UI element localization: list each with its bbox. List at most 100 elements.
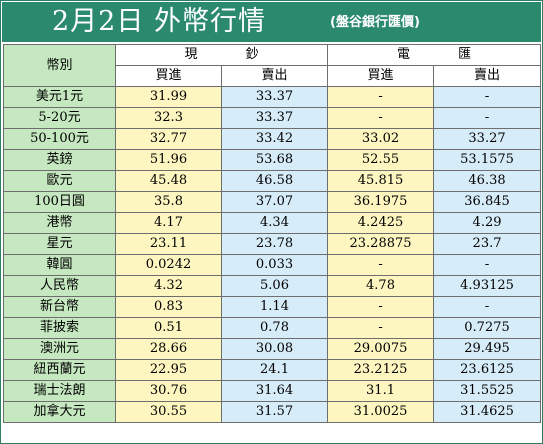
tt-sell-value: 23.6125 xyxy=(433,359,542,381)
currency-name: 港幣 xyxy=(3,212,116,234)
tt-buy-value: 23.2125 xyxy=(327,359,435,381)
cash-buy-value: 51.96 xyxy=(115,149,222,171)
currency-name: 100日圓 xyxy=(3,191,116,213)
currency-name: 菲披索 xyxy=(3,317,116,339)
cash-sell-header: 賣出 xyxy=(220,65,329,87)
table-row: 澳洲元 28.66 30.08 29.0075 29.495 xyxy=(3,338,542,360)
cash-sell-value: 31.57 xyxy=(220,401,329,423)
tt-sell-value: 53.1575 xyxy=(433,149,542,171)
header-row-sub: 買進 賣出 買進 賣出 xyxy=(4,65,542,87)
cash-buy-value: 0.51 xyxy=(115,317,222,339)
table-row: 5-20元 32.3 33.37- - xyxy=(3,107,542,129)
tt-sell-value: 0.7275 xyxy=(433,317,542,339)
currency-name: 50-100元 xyxy=(3,128,116,150)
cash-sell-value: 33.42 xyxy=(220,128,329,150)
tt-buy-value: 31.1 xyxy=(327,380,435,402)
table-row: 瑞士法朗 30.76 31.64 31.1 31.5525 xyxy=(3,380,542,402)
table-row: 港幣 4.17 4.34 4.2425 4.29 xyxy=(3,212,542,234)
header-row-groups: 幣別 現 鈔 電 匯 xyxy=(3,44,542,87)
tt-buy-value: 45.815 xyxy=(327,170,435,192)
cash-sell-value: 24.1 xyxy=(220,359,329,381)
cash-buy-value: 22.95 xyxy=(115,359,222,381)
tt-buy-value: - xyxy=(327,254,435,276)
cash-sell-value: 4.34 xyxy=(220,212,329,234)
currency-name: 瑞士法朗 xyxy=(3,380,116,402)
cash-buy-value: 32.3 xyxy=(115,107,222,129)
table-row: 韓圓 0.0242 0.033- - xyxy=(3,254,542,276)
cash-sell-value: 5.06 xyxy=(220,275,329,297)
cash-buy-header: 買進 xyxy=(115,65,222,87)
cash-buy-value: 23.11 xyxy=(115,233,222,255)
table-row: 100日圓 35.8 37.07 36.1975 36.845 xyxy=(3,191,542,213)
cash-buy-value: 32.77 xyxy=(115,128,222,150)
tt-buy-header: 買進 xyxy=(327,65,435,87)
cash-sell-value: 1.14 xyxy=(220,296,329,318)
table-row: 美元1元 31.99 33.37- - xyxy=(3,86,542,108)
title-bar: 2月2日 外幣行情 (盤谷銀行匯價) xyxy=(2,2,541,42)
cash-buy-value: 30.55 xyxy=(115,401,222,423)
table-row: 歐元 45.48 46.58 45.815 46.38 xyxy=(3,170,542,192)
currency-name: 澳洲元 xyxy=(3,338,116,360)
cash-buy-value: 45.48 xyxy=(115,170,222,192)
tt-buy-value: 4.2425 xyxy=(327,212,435,234)
cash-buy-value: 31.99 xyxy=(115,86,222,108)
cash-header: 現 鈔 xyxy=(114,44,329,66)
cash-sell-value: 0.033 xyxy=(220,254,329,276)
currency-name: 新台幣 xyxy=(3,296,116,318)
currency-name: 英鎊 xyxy=(3,149,116,171)
tt-sell-value: 23.7 xyxy=(433,233,542,255)
tt-sell-value: 36.845 xyxy=(433,191,542,213)
currency-name: 韓圓 xyxy=(3,254,116,276)
cash-sell-value: 53.68 xyxy=(220,149,329,171)
tt-buy-value: 31.0025 xyxy=(327,401,435,423)
cash-sell-value: 31.64 xyxy=(220,380,329,402)
currency-name: 星元 xyxy=(3,233,116,255)
tt-sell-value: 31.5525 xyxy=(433,380,542,402)
tt-sell-value: - xyxy=(433,254,542,276)
cash-buy-value: 0.83 xyxy=(115,296,222,318)
tt-sell-value: 33.27 xyxy=(433,128,542,150)
tt-buy-value: 29.0075 xyxy=(327,338,435,360)
table-row: 人民幣 4.32 5.06 4.78 4.93125 xyxy=(3,275,542,297)
table-row: 加拿大元 30.55 31.57 31.0025 31.4625 xyxy=(3,401,542,423)
table-row: 紐西蘭元 22.95 24.1 23.2125 23.6125 xyxy=(3,359,542,381)
telegraphic-header: 電 匯 xyxy=(327,44,542,66)
cash-buy-value: 4.32 xyxy=(115,275,222,297)
tt-sell-value: - xyxy=(433,296,542,318)
tt-sell-value: - xyxy=(433,107,542,129)
tt-sell-value: 46.38 xyxy=(433,170,542,192)
table-row: 英鎊 51.96 53.68 52.55 53.1575 xyxy=(3,149,542,171)
tt-buy-value: 52.55 xyxy=(327,149,435,171)
cash-buy-value: 35.8 xyxy=(115,191,222,213)
tt-sell-value: 4.93125 xyxy=(433,275,542,297)
tt-buy-value: 23.28875 xyxy=(327,233,435,255)
cash-sell-value: 37.07 xyxy=(220,191,329,213)
currency-name: 5-20元 xyxy=(3,107,116,129)
cash-buy-value: 0.0242 xyxy=(115,254,222,276)
tt-buy-value: 4.78 xyxy=(327,275,435,297)
currency-name: 美元1元 xyxy=(3,86,116,108)
cash-sell-value: 33.37 xyxy=(220,86,329,108)
cash-sell-value: 46.58 xyxy=(220,170,329,192)
currency-name: 人民幣 xyxy=(3,275,116,297)
tt-buy-value: - xyxy=(327,317,435,339)
tt-sell-header: 賣出 xyxy=(433,65,542,87)
cash-buy-value: 4.17 xyxy=(115,212,222,234)
tt-sell-value: - xyxy=(433,86,542,108)
currency-name: 紐西蘭元 xyxy=(3,359,116,381)
currency-name: 加拿大元 xyxy=(3,401,116,423)
cash-sell-value: 33.37 xyxy=(220,107,329,129)
tt-buy-value: - xyxy=(327,86,435,108)
currency-header: 幣別 xyxy=(3,44,116,87)
tt-sell-value: 4.29 xyxy=(433,212,542,234)
cash-sell-value: 23.78 xyxy=(220,233,329,255)
tt-sell-value: 29.495 xyxy=(433,338,542,360)
tt-buy-value: - xyxy=(327,107,435,129)
page-subtitle: (盤谷銀行匯價) xyxy=(330,15,420,30)
rates-body: 美元1元 31.99 33.37- -5-20元 32.3 33.37- -50-100元 3… xyxy=(3,86,542,423)
tt-buy-value: - xyxy=(327,296,435,318)
rates-table: 幣別 現 鈔 電 匯 買進 賣出 買進 賣出 美元1元 31.99 33.37- -5… xyxy=(3,44,542,423)
currency-name: 歐元 xyxy=(3,170,116,192)
table-row: 新台幣 0.83 1.14- - xyxy=(3,296,542,318)
